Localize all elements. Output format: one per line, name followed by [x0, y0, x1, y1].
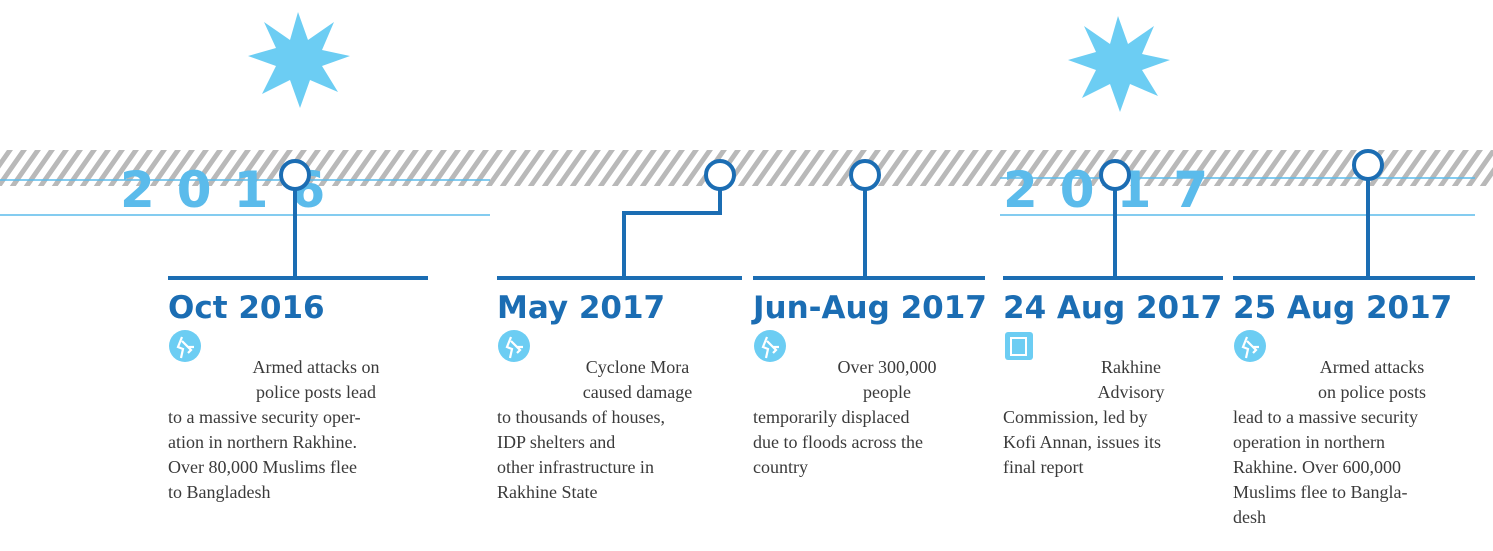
node	[279, 159, 311, 191]
event-text: Over 80,000 Muslims flee	[168, 457, 357, 477]
event-text: desh	[1233, 507, 1266, 527]
node	[704, 159, 736, 191]
node	[1352, 149, 1384, 181]
icon	[754, 330, 786, 362]
event-date: May 2017	[497, 290, 665, 326]
event-date: Oct 2016	[168, 290, 325, 326]
icon	[169, 330, 201, 362]
event-text: lead to a massive security	[1233, 407, 1418, 427]
event-text: on police posts	[1318, 382, 1426, 402]
burst	[1068, 16, 1170, 112]
node	[849, 159, 881, 191]
burst	[248, 12, 350, 108]
event-text: Rakhine	[1101, 357, 1161, 377]
event-date: Jun-Aug 2017	[751, 290, 987, 326]
icon-detail	[1241, 336, 1259, 359]
event-text: Rakhine State	[497, 482, 597, 502]
event-text: final report	[1003, 457, 1083, 477]
stem	[622, 189, 722, 278]
event-date: 25 Aug 2017	[1233, 290, 1452, 326]
event-text: people	[863, 382, 911, 402]
icon-detail	[1010, 337, 1027, 356]
event-text: country	[753, 457, 808, 477]
year: 2016	[120, 161, 347, 219]
icon	[1234, 330, 1266, 362]
event-text: due to floods across the	[753, 432, 923, 452]
node	[1099, 159, 1131, 191]
event-text: police posts lead	[256, 382, 376, 402]
event-text: other infrastructure in	[497, 457, 654, 477]
event-text: IDP shelters and	[497, 432, 615, 452]
event-text: to a massive security oper-	[168, 407, 361, 427]
icon-detail	[176, 336, 194, 359]
event-text: temporarily displaced	[753, 407, 909, 427]
event-text: operation in northern	[1233, 432, 1385, 452]
event-text: caused damage	[583, 382, 692, 402]
icon	[498, 330, 530, 362]
event-text: Rakhine. Over 600,000	[1233, 457, 1401, 477]
event-text: to thousands of houses,	[497, 407, 665, 427]
event-text: Cyclone Mora	[586, 357, 689, 377]
event-text: to Bangladesh	[168, 482, 270, 502]
event-date: 24 Aug 2017	[1003, 290, 1222, 326]
icon-detail	[505, 336, 523, 359]
event-text: Armed attacks on	[253, 357, 380, 377]
event-text: Muslims flee to Bangla-	[1233, 482, 1407, 502]
event-text: Commission, led by	[1003, 407, 1148, 427]
event-text: Kofi Annan, issues its	[1003, 432, 1161, 452]
event-text: Advisory	[1098, 382, 1165, 402]
event-text: Armed attacks	[1320, 357, 1424, 377]
event-text: Over 300,000	[838, 357, 937, 377]
icon-detail	[761, 336, 779, 359]
event-text: ation in northern Rakhine.	[168, 432, 357, 452]
